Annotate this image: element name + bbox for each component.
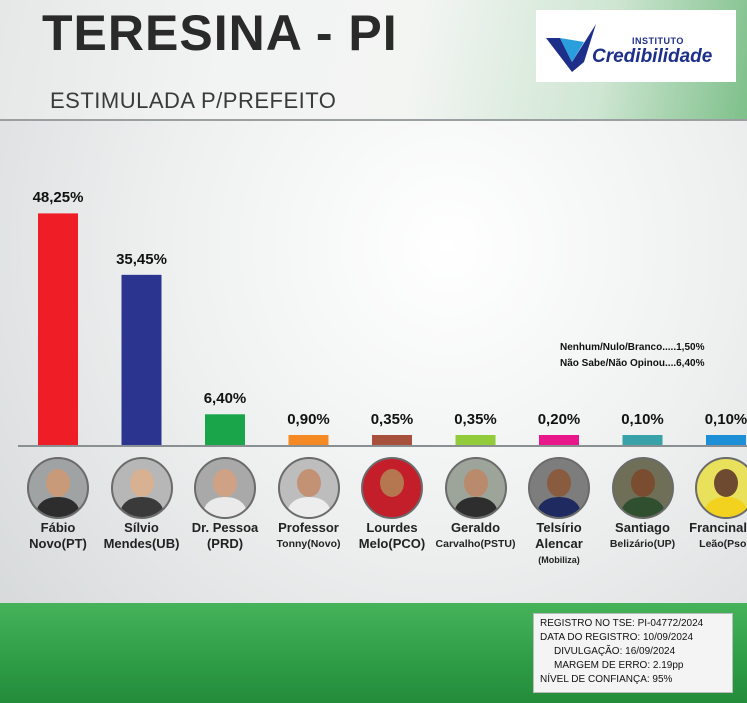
candidate-name-7: Telsírio Alencar (Mobiliza) xyxy=(518,520,600,568)
value-label-8: 0,10% xyxy=(621,411,664,428)
value-label-2: 35,45% xyxy=(116,250,167,268)
candidate-photo-3 xyxy=(194,457,256,519)
candidate-name-line1: Professor xyxy=(278,520,339,535)
candidate-name-line2: Melo(PCO) xyxy=(358,536,426,551)
candidate-name-line2: (PRD) xyxy=(206,536,244,551)
candidate-photo-9 xyxy=(695,457,747,519)
page-title: TERESINA - PI xyxy=(42,5,398,61)
candidate-name-line1: Francinaldo xyxy=(689,520,747,535)
check-logo-icon xyxy=(546,24,596,72)
candidate-name-9: Francinaldo Leão(Psol) xyxy=(685,520,747,552)
candidate-name-2: Sílvio Mendes(UB) xyxy=(101,520,183,552)
header-divider xyxy=(0,119,747,121)
bar-1 xyxy=(38,213,78,445)
logo-line1: INSTITUTO xyxy=(632,36,684,46)
candidate-name-line1: Geraldo xyxy=(450,520,501,535)
registry-line-4: MARGEM DE ERRO: 2.19pp xyxy=(554,660,684,671)
annotation-null: Nenhum/Nulo/Branco.....1,50% xyxy=(560,342,705,353)
candidate-name-line3: (Mobiliza) xyxy=(538,555,580,565)
candidate-name-line2: Carvalho(PSTU) xyxy=(435,538,516,550)
candidate-photo-7 xyxy=(528,457,590,519)
value-label-7: 0,20% xyxy=(537,411,581,428)
candidate-photo-1 xyxy=(27,457,89,519)
chart-annotations: Nenhum/Nulo/Branco.....1,50% Não Sabe/Nã… xyxy=(560,340,704,372)
candidate-photo-4 xyxy=(277,457,340,519)
bar-8 xyxy=(622,435,663,445)
candidate-name-line1: Dr. Pessoa xyxy=(191,520,259,535)
bar-7 xyxy=(539,435,579,445)
candidate-photo-5 xyxy=(361,457,423,519)
candidate-photo-2 xyxy=(110,457,173,519)
bar-4 xyxy=(288,435,329,445)
registry-line-3: DIVULGAÇÃO: 16/09/2024 xyxy=(554,646,676,657)
value-label-4: 0,90% xyxy=(287,411,330,428)
candidate-name-line2: Tonny(Novo) xyxy=(276,538,341,550)
bar-chart xyxy=(18,213,747,447)
candidate-name-line1: Sílvio xyxy=(124,520,159,535)
registry-line-2: DATA DO REGISTRO: 10/09/2024 xyxy=(540,632,694,643)
registry-line-1: REGISTRO NO TSE: PI-04772/2024 xyxy=(540,618,704,629)
candidate-name-line2: Mendes(UB) xyxy=(103,536,180,551)
candidate-name-line1: Fábio xyxy=(40,520,76,535)
institute-logo: INSTITUTO Credibilidade xyxy=(536,10,736,82)
chart-baseline xyxy=(18,445,747,447)
candidate-name-line2: Novo(PT) xyxy=(29,536,87,551)
candidate-name-8: Santiago Belizário(UP) xyxy=(602,520,684,552)
candidate-photo-6 xyxy=(444,457,507,519)
bar-5 xyxy=(372,435,412,445)
candidate-name-1: Fábio Novo(PT) xyxy=(17,520,99,552)
candidate-name-line2: Alencar xyxy=(535,536,583,551)
value-label-3: 6,40% xyxy=(203,390,247,408)
value-label-1: 48,25% xyxy=(32,189,84,207)
annotation-unknown: Não Sabe/Não Opinou....6,40% xyxy=(560,358,705,369)
page-subtitle: ESTIMULADA P/PREFEITO xyxy=(50,88,337,113)
candidate-name-4: Professor Tonny(Novo) xyxy=(268,520,350,552)
candidate-name-line2: Leão(Psol) xyxy=(699,538,747,550)
candidate-name-line2: Belizário(UP) xyxy=(609,538,676,550)
value-label-6: 0,35% xyxy=(454,411,497,428)
candidate-name-3: Dr. Pessoa (PRD) xyxy=(184,520,266,552)
candidate-name-line1: Lourdes xyxy=(366,520,418,535)
logo-line2: Credibilidade xyxy=(592,46,713,67)
registry-box: REGISTRO NO TSE: PI-04772/2024 DATA DO R… xyxy=(533,613,733,693)
bar-6 xyxy=(455,435,496,445)
value-label-5: 0,35% xyxy=(370,411,414,428)
candidate-name-6: Geraldo Carvalho(PSTU) xyxy=(435,520,517,552)
bar-3 xyxy=(205,414,245,445)
candidate-name-line1: Santiago xyxy=(615,520,670,535)
bar-9 xyxy=(706,435,746,445)
candidate-name-5: Lourdes Melo(PCO) xyxy=(351,520,433,552)
candidate-name-line1: Telsírio xyxy=(536,520,582,535)
candidate-photo-8 xyxy=(611,457,674,519)
registry-line-5: NÍVEL DE CONFIANÇA: 95% xyxy=(540,674,673,685)
value-label-9: 0,10% xyxy=(704,411,747,428)
bar-2 xyxy=(121,274,162,445)
